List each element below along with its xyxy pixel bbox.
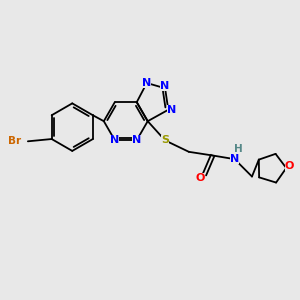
Text: N: N: [230, 154, 239, 164]
Text: N: N: [110, 135, 119, 145]
Text: N: N: [167, 105, 177, 115]
Text: H: H: [234, 144, 243, 154]
Text: Br: Br: [8, 136, 21, 146]
Text: N: N: [132, 135, 141, 145]
Text: N: N: [142, 78, 152, 88]
Text: O: O: [285, 161, 294, 171]
Text: N: N: [160, 80, 170, 91]
Text: S: S: [161, 135, 169, 146]
Text: O: O: [195, 173, 205, 183]
